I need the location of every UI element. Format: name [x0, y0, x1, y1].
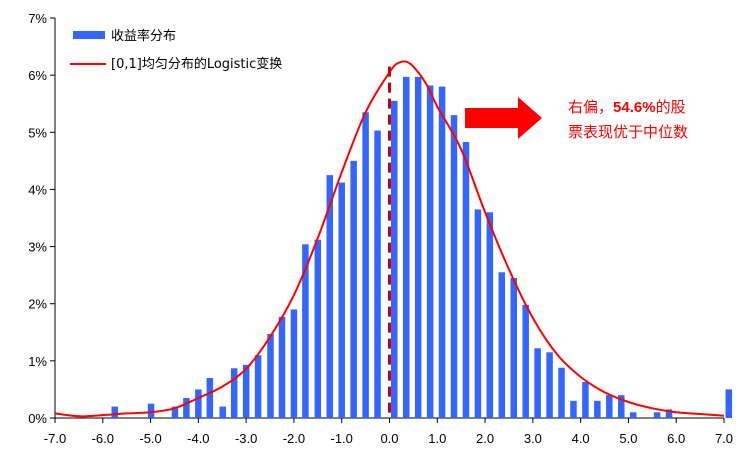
histogram-bar [725, 389, 733, 418]
x-tick-label: -2.0 [283, 431, 305, 446]
histogram-bar [195, 389, 202, 418]
y-tick-label: 7% [28, 11, 47, 26]
histogram-bar [606, 395, 613, 418]
x-tick-label: 2.0 [476, 431, 494, 446]
histogram-bar [558, 367, 565, 418]
annotation-line-2: 票表现优于中位数 [568, 123, 688, 141]
histogram-bar [254, 355, 262, 418]
histogram-bar [290, 309, 298, 418]
x-tick-label: -1.0 [331, 431, 353, 446]
histogram-bar [534, 348, 541, 418]
histogram-bar [594, 400, 601, 418]
x-tick-label: 4.0 [572, 431, 590, 446]
histogram-bar [570, 400, 577, 418]
legend-label-line: [0,1]均匀分布的Logistic变换 [111, 56, 282, 72]
bar-series [111, 76, 733, 419]
histogram-bar [147, 403, 155, 418]
y-tick-label: 2% [28, 297, 47, 312]
histogram-bar [582, 382, 589, 418]
x-tick-label: 3.0 [524, 431, 542, 446]
y-axis: 0% 1% 2% 3% 4% 5% 6% 7% [28, 11, 56, 426]
histogram-bar [618, 395, 625, 418]
histogram-bar [171, 406, 179, 418]
x-tick-label: 1.0 [428, 431, 446, 446]
histogram-bar [278, 316, 286, 418]
legend: 收益率分布 [0,1]均匀分布的Logistic变换 [70, 28, 282, 72]
histogram-bar [242, 364, 250, 418]
histogram-bar [498, 272, 506, 418]
histogram-bar [314, 239, 322, 418]
y-tick-label: 1% [28, 354, 47, 369]
x-tick-label: 5.0 [619, 431, 637, 446]
y-tick-label: 4% [28, 182, 47, 197]
y-tick-label: 5% [28, 125, 47, 140]
x-tick-label: -6.0 [92, 431, 114, 446]
histogram-bar [302, 244, 309, 418]
x-tick-label: 7.0 [715, 431, 733, 446]
histogram-bar [350, 160, 357, 418]
logistic-curve-line [54, 60, 725, 418]
histogram-bar [362, 112, 369, 419]
histogram-bar [111, 406, 118, 418]
histogram-bar [267, 334, 274, 418]
histogram-bar [230, 368, 238, 418]
histogram-bar [338, 182, 345, 418]
x-tick-label: 0.0 [380, 431, 398, 446]
histogram-bar [438, 86, 446, 419]
histogram-bar [546, 352, 553, 418]
histogram-bar [665, 409, 673, 418]
histogram-bar [462, 142, 470, 418]
histogram-bar [426, 85, 434, 418]
histogram-bar [474, 209, 482, 418]
histogram-bar [653, 412, 661, 418]
y-tick-label: 0% [28, 411, 47, 426]
annotation-line-1: 右偏，54.6%的股 [568, 98, 686, 116]
histogram-bar [629, 412, 637, 418]
histogram-bar [206, 378, 214, 418]
legend-swatch-bar [73, 31, 105, 39]
x-tick-label: 6.0 [667, 431, 685, 446]
x-tick-label: -3.0 [235, 431, 257, 446]
x-tick-label: -7.0 [44, 431, 66, 446]
histogram-bar [414, 76, 422, 418]
histogram-bar [402, 76, 410, 418]
histogram-bar [374, 130, 381, 419]
histogram-bar [326, 175, 334, 418]
histogram-bar [510, 278, 517, 418]
y-tick-label: 3% [28, 240, 47, 255]
legend-label-bar: 收益率分布 [111, 28, 176, 44]
histogram-bar [391, 100, 398, 418]
x-tick-label: -4.0 [187, 431, 209, 446]
annotation-arrow [465, 97, 542, 139]
x-axis: -7.0 -6.0 -5.0 -4.0 -3.0 -2.0 -1.0 0.0 1.0 2.0 3.0… [44, 417, 733, 446]
y-tick-label: 6% [28, 68, 47, 83]
histogram-bar [522, 304, 529, 418]
histogram-bar [450, 115, 458, 419]
histogram-bar [219, 406, 226, 418]
histogram-bar [183, 398, 190, 418]
x-tick-label: -5.0 [139, 431, 161, 446]
histogram-bar [486, 212, 494, 418]
